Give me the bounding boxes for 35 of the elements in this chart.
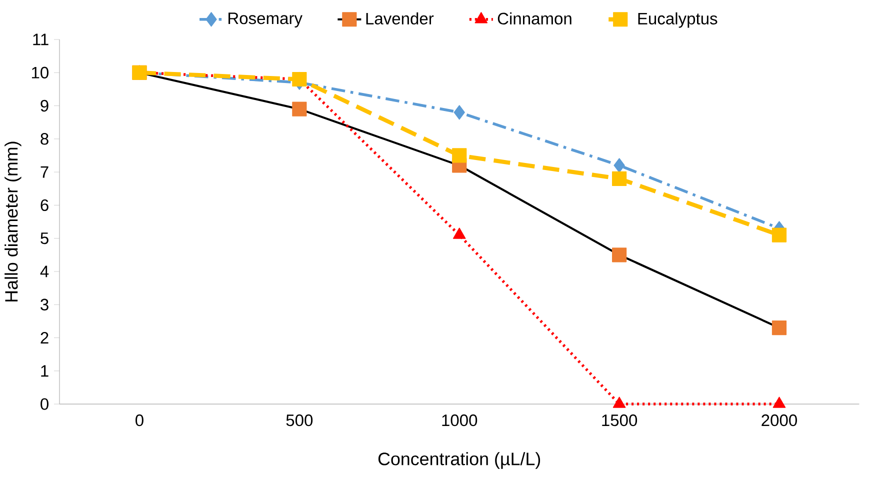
- legend-label: Rosemary: [228, 12, 302, 28]
- y-tick-label: 11: [33, 34, 48, 46]
- point: [612, 248, 627, 262]
- x-tick-label: 2000: [762, 414, 797, 426]
- y-tick-label: 6: [40, 200, 48, 212]
- legend-label: Eucalyptus: [638, 12, 718, 28]
- y-tick-label: 2: [40, 332, 48, 344]
- point: [454, 105, 465, 120]
- point: [612, 172, 627, 186]
- point: [612, 396, 626, 408]
- y-tick-label: 8: [40, 133, 48, 145]
- y-tick-label: 10: [32, 66, 48, 79]
- x-tick-label: 0: [136, 414, 144, 426]
- y-tick-label: 7: [40, 166, 48, 178]
- y-tick-label: 0: [40, 398, 48, 410]
- legend-label: Cinnamon: [498, 12, 572, 25]
- y-tick-label: 9: [40, 100, 48, 112]
- y-axis-title: Hallo diameter (mm): [4, 142, 22, 302]
- point: [772, 396, 786, 408]
- x-axis-title: Concentration (µL/L): [378, 452, 540, 469]
- x-tick-label: 1500: [602, 414, 638, 426]
- point: [614, 158, 625, 173]
- y-tick-label: 3: [40, 298, 48, 311]
- y-tick-label: 1: [41, 365, 48, 377]
- y-tick-label: 5: [40, 232, 48, 244]
- point: [772, 228, 787, 242]
- point: [452, 148, 467, 163]
- y-tick-label: 4: [40, 266, 49, 278]
- point: [452, 228, 466, 240]
- point: [292, 102, 307, 117]
- x-tick-label: 500: [286, 414, 313, 426]
- point: [292, 72, 307, 87]
- x-tick-label: 1000: [442, 414, 478, 426]
- legend-label: Lavender: [366, 12, 434, 25]
- point: [772, 320, 787, 336]
